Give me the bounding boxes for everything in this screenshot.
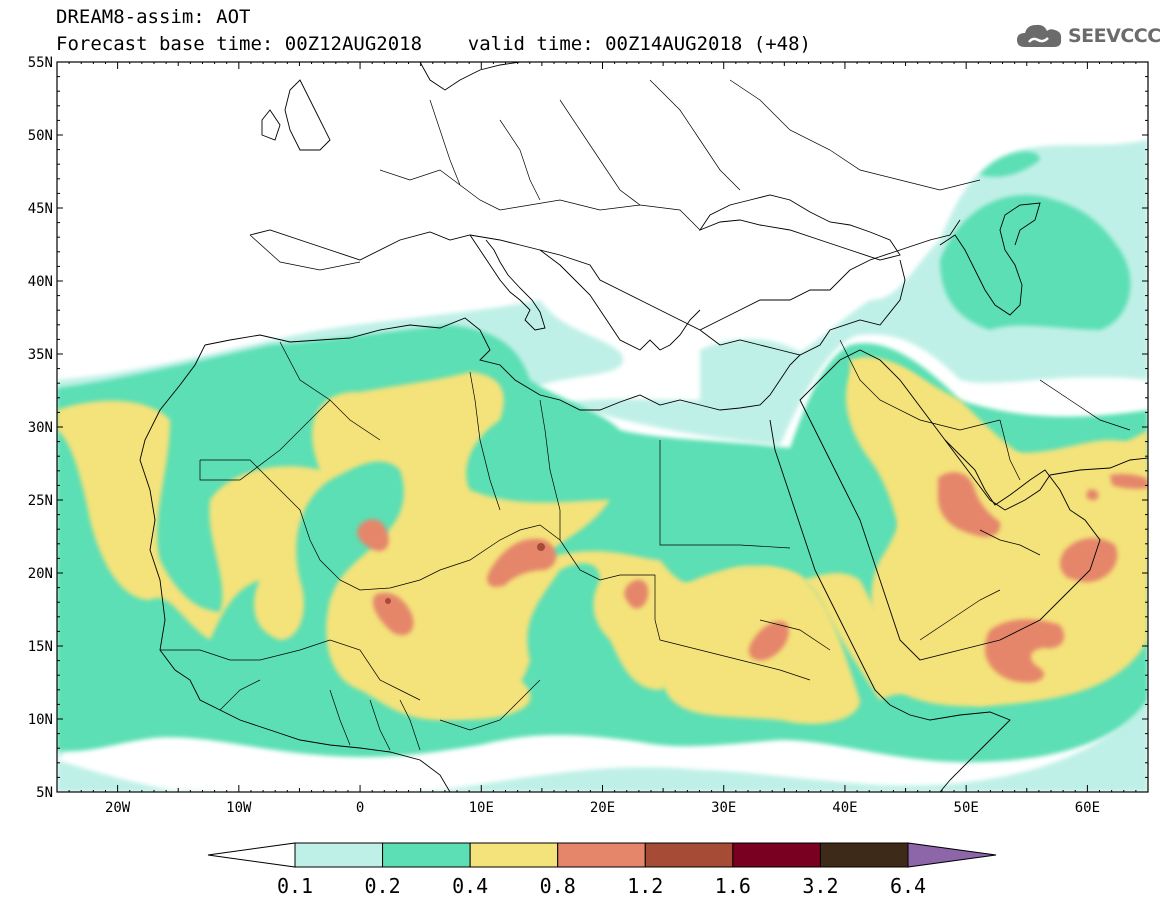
legend-level-label: 3.2 (802, 874, 838, 898)
legend-level-label: 1.6 (715, 874, 751, 898)
lat-label: 50N (28, 128, 53, 144)
aot-field (57, 140, 1148, 792)
lat-label: 40N (28, 274, 53, 290)
legend-high-arrow (907, 842, 997, 868)
aot-band-0.4 (850, 357, 1148, 707)
lon-label: 40E (832, 800, 857, 816)
legend-swatch (819, 842, 909, 868)
red-sea-coastline (769, 419, 891, 706)
legend-swatch (294, 842, 384, 868)
lon-label: 0 (356, 800, 364, 816)
aot-band-1.2 (385, 543, 545, 604)
lon-label: 20W (105, 800, 131, 816)
black-sea-coastline (698, 194, 901, 261)
lat-label: 5N (36, 785, 53, 801)
horn-africa-coastline (889, 704, 1011, 792)
aot-band-0.4 (386, 655, 531, 720)
lat-label: 35N (28, 347, 53, 363)
legend-level-label: 6.4 (890, 874, 926, 898)
lat-label: 30N (28, 420, 53, 436)
axis-ticks (57, 61, 1148, 793)
balkans-greece-coastline (539, 249, 701, 351)
lon-label: 10W (226, 800, 252, 816)
legend-swatch (557, 842, 646, 868)
lat-label: 25N (28, 493, 53, 509)
cloud-icon (1017, 24, 1062, 47)
uk-coastline (261, 79, 331, 151)
lon-label: 10E (469, 800, 494, 816)
aot-band-0.2 (940, 151, 1131, 330)
logo-text: SEEVCCC (1068, 25, 1161, 47)
lat-label: 45N (28, 201, 53, 217)
legend-level-label: 0.4 (452, 874, 488, 898)
lon-label: 20E (590, 800, 615, 816)
legend-level-label: 1.2 (627, 874, 663, 898)
lat-label: 15N (28, 639, 53, 655)
lon-label: 60E (1075, 800, 1100, 816)
forecast-times: Forecast base time: 00Z12AUG2018 valid t… (56, 33, 811, 55)
longitude-labels: 20W 10W 0 10E 20E 30E 40E 50E 60E (105, 800, 1100, 816)
seevccc-logo: SEEVCCC (1016, 21, 1161, 51)
west-africa-coastline (139, 344, 451, 792)
legend-low-arrow (207, 842, 296, 868)
north-africa-coastline (204, 317, 801, 411)
scandinavia-coastline (419, 62, 521, 91)
lon-label: 50E (954, 800, 979, 816)
lon-label: 30E (711, 800, 736, 816)
turkey-coastline (699, 259, 906, 356)
map-title: DREAM8-assim: AOT (56, 6, 251, 28)
legend-swatch (732, 842, 821, 868)
latitude-labels: 55N 50N 45N 40N 35N 30N 25N 20N 15N 10N 5N (28, 55, 53, 801)
lat-label: 10N (28, 712, 53, 728)
legend-swatch (644, 842, 734, 868)
aot-band-0.8 (357, 472, 1148, 683)
legend-swatch (382, 842, 471, 868)
lat-label: 20N (28, 566, 53, 582)
aot-band-0.1 (57, 140, 1148, 792)
arabia-coastline (799, 349, 1101, 661)
legend-level-label: 0.1 (277, 874, 313, 898)
caspian-coastline (939, 202, 1041, 316)
legend-swatch (469, 842, 559, 868)
aot-band-0.4 (57, 360, 1148, 720)
legend-level-label: 0.2 (365, 874, 401, 898)
italy-coastline (469, 234, 546, 331)
iran-coastline (1049, 457, 1148, 476)
color-legend: 0.1 0.2 0.4 0.8 1.2 1.6 3.2 6.4 (207, 842, 997, 898)
country-borders (160, 79, 1131, 751)
lat-label: 55N (28, 55, 53, 71)
coastlines-borders (139, 62, 1148, 792)
legend-level-label: 0.8 (540, 874, 576, 898)
europe-coastline (249, 219, 961, 331)
persian-gulf-coastline (944, 439, 1051, 511)
